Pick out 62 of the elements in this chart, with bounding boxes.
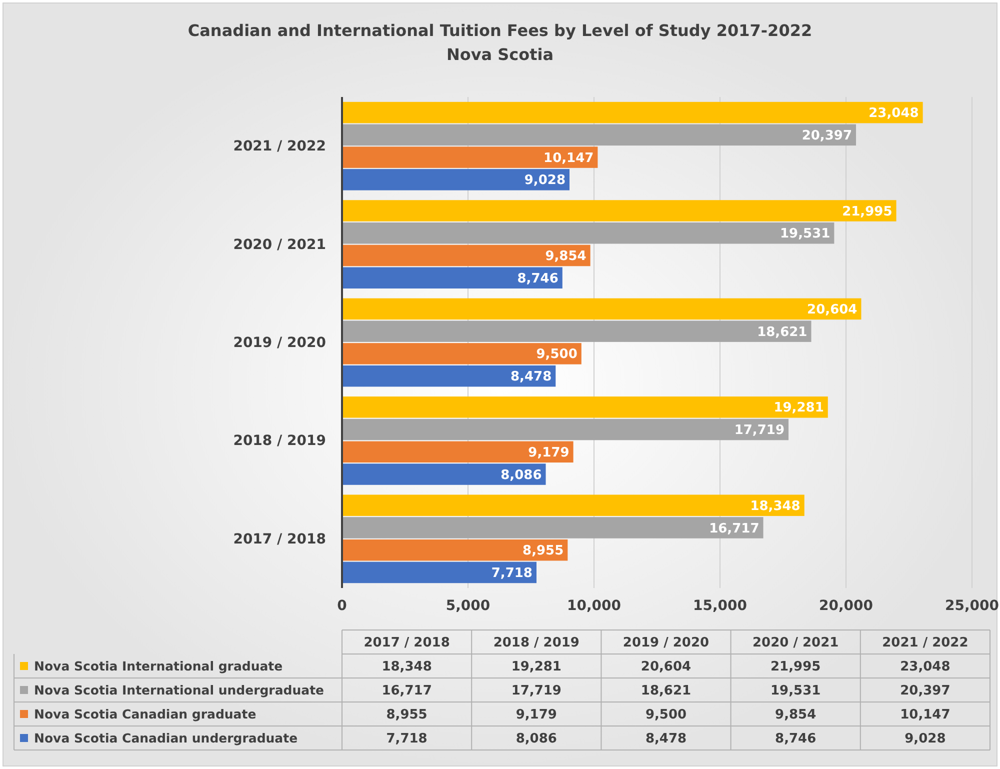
chart-title: Canadian and International Tuition Fees by Level of Study 2017-2022 — [188, 21, 812, 40]
text: 9,500 — [645, 708, 687, 723]
data-label: 18,621 — [757, 324, 808, 340]
text: 8,955 — [386, 708, 428, 723]
text: 18,621 — [640, 684, 692, 699]
category-label: 2018 / 2019 — [493, 636, 580, 651]
data-label: 17,719 — [734, 423, 785, 438]
text: 9,028 — [904, 732, 946, 747]
data-label: 18,348 — [750, 498, 800, 514]
text: 9,854 — [775, 708, 816, 723]
text: 21,995 — [770, 660, 821, 675]
y-tick-label: 2018 / 2019 — [233, 433, 326, 450]
text: 20,397 — [900, 684, 950, 699]
text: 8,746 — [775, 732, 816, 747]
data-label: 19,531 — [780, 226, 830, 242]
x-tick-label: 25,000 — [944, 598, 1000, 614]
y-tick-label: 2020 / 2021 — [233, 236, 326, 253]
x-tick-label: 10,000 — [566, 598, 622, 614]
text: 8,086 — [516, 732, 557, 747]
x-tick-label: 5,000 — [446, 598, 490, 614]
data-label: 9,179 — [528, 445, 570, 460]
x-tick-label: 15,000 — [692, 598, 748, 614]
text: 19,531 — [770, 684, 821, 699]
data-label: 20,604 — [807, 302, 858, 318]
data-label: 8,955 — [522, 544, 564, 559]
data-label: 8,746 — [517, 271, 558, 286]
text: 18,348 — [382, 660, 432, 675]
category-label: 2017 / 2018 — [364, 636, 450, 651]
data-label: 7,718 — [491, 566, 532, 582]
chart-subtitle: Nova Scotia — [446, 45, 554, 64]
data-label: 9,028 — [524, 173, 566, 188]
legend-label: Nova Scotia International undergraduate — [34, 682, 324, 698]
legend-label: Nova Scotia Canadian graduate — [34, 706, 256, 722]
text: 10,147 — [900, 708, 950, 723]
x-tick-label: 20,000 — [818, 598, 874, 614]
text: 16,717 — [382, 684, 432, 699]
data-label: 10,147 — [544, 150, 594, 166]
data-label: 23,048 — [868, 106, 919, 122]
y-tick-label: 2021 / 2022 — [233, 138, 326, 155]
text: 17,719 — [511, 684, 562, 699]
category-label: 2021 / 2022 — [882, 636, 968, 651]
data-label: 9,854 — [545, 249, 586, 264]
legend-label: Nova Scotia Canadian undergraduate — [34, 730, 298, 746]
category-label: 2019 / 2020 — [622, 636, 710, 651]
text: 19,281 — [511, 660, 562, 675]
data-label: 21,995 — [842, 204, 892, 220]
y-tick-label: 2019 / 2020 — [233, 334, 326, 351]
category-label: 2020 / 2021 — [752, 636, 839, 651]
text: 8,478 — [645, 732, 687, 747]
text: 20,604 — [640, 660, 692, 675]
data-label: 9,500 — [536, 347, 578, 362]
data-label: 20,397 — [802, 128, 852, 144]
legend-label: Nova Scotia International graduate — [34, 658, 283, 674]
text: 9,179 — [516, 708, 557, 723]
y-tick-label: 2017 / 2018 — [233, 531, 326, 548]
text: 7,718 — [386, 732, 428, 747]
text: 23,048 — [900, 660, 950, 675]
data-label: 8,478 — [510, 370, 552, 385]
data-label: 16,717 — [709, 521, 760, 536]
data-label: 19,281 — [774, 400, 824, 416]
x-tick-label: 0 — [337, 598, 348, 614]
data-label: 8,086 — [500, 468, 542, 483]
